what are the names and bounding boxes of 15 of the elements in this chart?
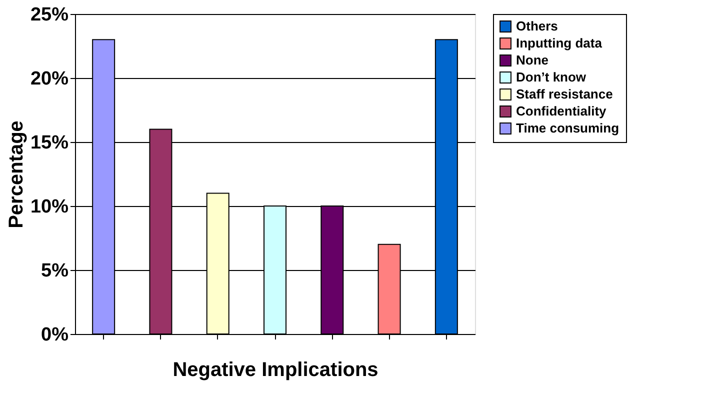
- y-tick-label: 5%: [41, 260, 69, 282]
- legend-label: Time consuming: [516, 120, 620, 136]
- legend-label: Inputting data: [516, 36, 603, 50]
- legend-label: None: [516, 52, 548, 68]
- y-tick-label: 20%: [30, 68, 69, 90]
- y-tick-label: 25%: [30, 4, 69, 26]
- x-axis-title: Negative Implications: [172, 359, 378, 381]
- y-axis-title: Percentage: [5, 120, 28, 228]
- legend-label: Staff resistance: [516, 86, 613, 102]
- y-tick-label: 10%: [30, 196, 69, 218]
- y-tick-label: 0%: [41, 324, 69, 346]
- y-tick-label: 15%: [30, 132, 69, 154]
- legend-label: Don’t know: [516, 70, 587, 84]
- legend-label: Confidentiality: [516, 104, 608, 118]
- legend-label: Others: [516, 18, 558, 34]
